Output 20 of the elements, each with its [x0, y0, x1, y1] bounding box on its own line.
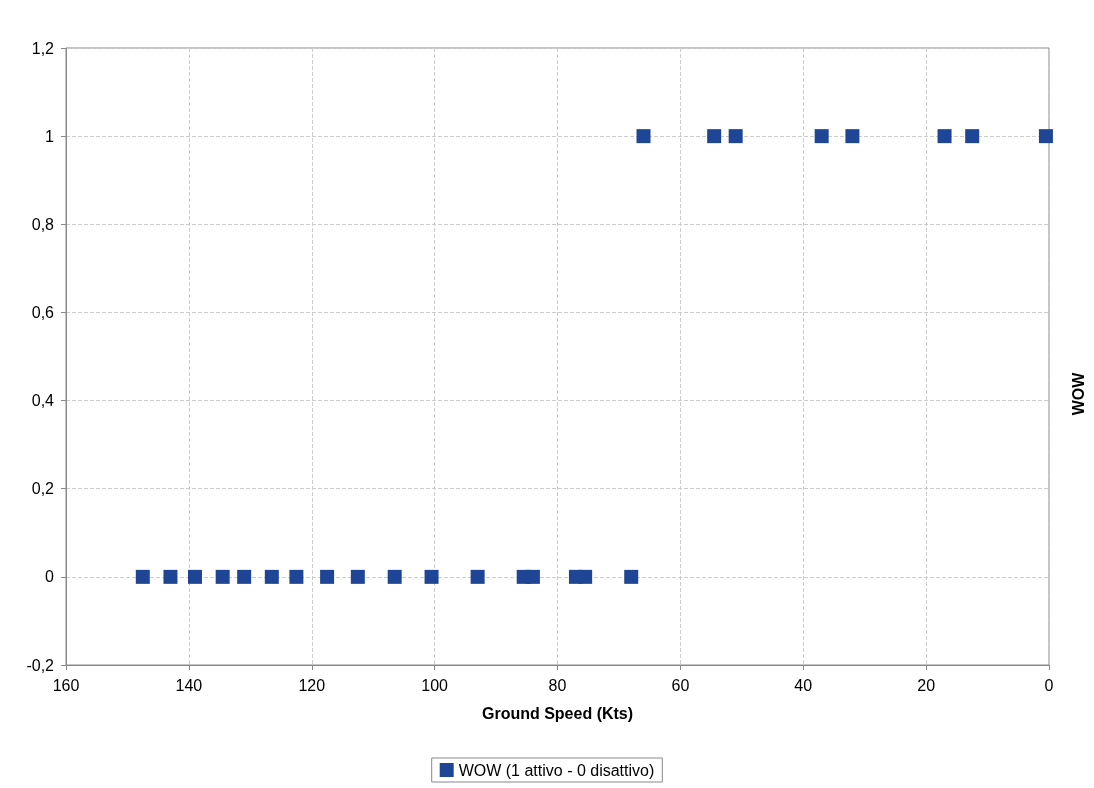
y-tick-label: 0,4	[31, 392, 55, 410]
y-axis-title: WOW	[1069, 371, 1087, 416]
x-axis-title: Ground Speed (Kts)	[481, 704, 634, 722]
x-tick-label: 0	[1044, 676, 1054, 694]
x-tick-label: 80	[548, 676, 567, 694]
legend-label: WOW (1 attivo - 0 disattivo)	[458, 761, 655, 779]
x-tick-label: 20	[917, 676, 936, 694]
x-tick-label: 100	[421, 676, 449, 694]
y-tick-label: 0,8	[31, 215, 55, 233]
y-tick-label: 0	[45, 568, 55, 586]
y-tick-label: 0,6	[31, 303, 55, 321]
x-tick-label: 60	[671, 676, 690, 694]
y-tick-label: -0,2	[26, 656, 55, 674]
x-tick-label: 140	[175, 676, 203, 694]
x-tick-label: 120	[298, 676, 326, 694]
x-tick-label: 160	[52, 676, 80, 694]
y-tick-label: 0,2	[31, 480, 55, 498]
y-tick-label: 1,2	[31, 39, 55, 57]
y-tick-label: 1	[45, 127, 55, 145]
x-tick-label: 40	[794, 676, 813, 694]
